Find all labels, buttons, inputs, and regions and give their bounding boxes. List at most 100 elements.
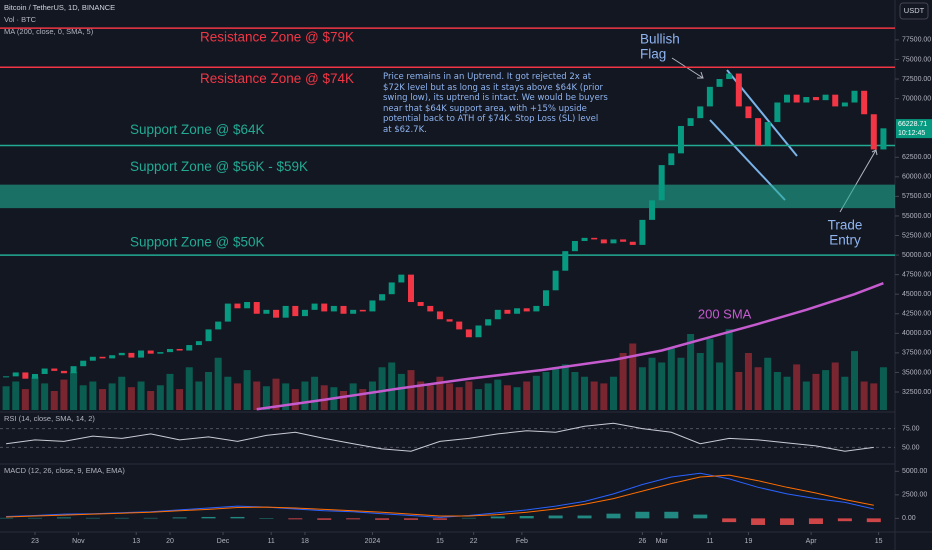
candle-body — [465, 329, 472, 338]
candle-body — [504, 309, 511, 314]
volume-bar — [455, 387, 463, 410]
x-tick-label: 15 — [875, 538, 883, 545]
candle-body — [639, 219, 646, 245]
candle-body — [22, 372, 29, 379]
volume-bar — [725, 329, 733, 410]
volume-bar — [764, 357, 772, 410]
macd-histogram-bar — [780, 518, 795, 525]
volume-bar — [388, 362, 396, 410]
candle-body — [282, 305, 289, 318]
volume-bar — [571, 372, 579, 410]
macd-tick-label: 5000.00 — [902, 468, 927, 475]
candle-body — [784, 94, 791, 103]
volume-bar — [879, 367, 887, 410]
volume-bar — [735, 372, 743, 410]
volume-bar — [677, 357, 685, 410]
candle-body — [128, 352, 135, 358]
volume-bar — [233, 383, 241, 410]
candle-body — [793, 94, 800, 103]
volume-bar — [773, 372, 781, 410]
volume-bar — [870, 383, 878, 410]
macd-histogram-bar — [346, 518, 361, 520]
volume-bar — [619, 353, 627, 410]
candle-body — [138, 350, 145, 358]
candle-body — [591, 237, 598, 240]
y-tick-label: 40000.00 — [902, 330, 931, 337]
candle-body — [456, 321, 463, 330]
candle-body — [369, 300, 376, 312]
volume-bar — [147, 391, 155, 410]
candle-body — [629, 241, 636, 245]
candle-body — [340, 305, 347, 314]
y-tick-label: 75000.00 — [902, 56, 931, 63]
volume-bar — [50, 391, 58, 410]
candle-body — [41, 368, 48, 375]
volume-bar — [98, 389, 106, 410]
candle-body — [186, 345, 193, 351]
candle-body — [668, 153, 675, 166]
volume-bar — [754, 367, 762, 410]
macd-histogram-bar — [85, 517, 100, 519]
volume-bar — [272, 378, 280, 410]
volume-bar — [311, 376, 319, 410]
macd-tick-label: 2500.00 — [902, 492, 927, 499]
volume-bar — [108, 383, 116, 410]
candle-body — [687, 118, 694, 126]
volume-bar — [60, 379, 68, 410]
volume-bar — [658, 362, 666, 410]
volume-bar — [378, 367, 386, 410]
candle-body — [726, 73, 733, 80]
currency-box[interactable] — [899, 2, 929, 20]
volume-bar — [195, 381, 203, 410]
macd-histogram-bar — [461, 517, 476, 519]
volume-bar — [744, 353, 752, 410]
candle-body — [263, 309, 270, 314]
volume-bar — [532, 375, 540, 410]
x-tick-label: 11 — [706, 538, 713, 545]
candle-body — [99, 356, 106, 359]
macd-signal — [6, 474, 874, 518]
candle-body — [880, 128, 887, 150]
volume-bar — [706, 338, 714, 410]
volume-bar — [426, 385, 434, 410]
macd-histogram-bar — [548, 515, 563, 519]
y-tick-label: 57500.00 — [902, 193, 931, 200]
candle-body — [514, 308, 521, 314]
candle-body — [542, 290, 549, 306]
volume-bar — [609, 376, 617, 410]
candle-body — [12, 372, 19, 377]
candle-body — [166, 348, 173, 353]
volume-bar — [474, 389, 482, 410]
volume-bar — [340, 391, 348, 410]
volume-bar — [368, 381, 376, 410]
candle-body — [446, 319, 453, 322]
candle-body — [89, 356, 96, 361]
volume-bar — [291, 389, 299, 410]
candle-body — [70, 366, 77, 374]
volume-bar — [31, 376, 39, 410]
zone-label: Support Zone @ $64K — [130, 122, 265, 137]
macd-histogram-bar — [404, 518, 419, 520]
candle-body — [677, 125, 684, 154]
candle-body — [861, 90, 868, 115]
candle-body — [321, 303, 328, 312]
candle-body — [812, 97, 819, 101]
volume-bar — [118, 376, 126, 410]
macd-histogram-bar — [317, 518, 332, 520]
currency[interactable]: USDT — [904, 6, 925, 15]
y-tick-label: 62500.00 — [902, 154, 931, 161]
volume-bar — [860, 381, 868, 410]
x-tick-label: Feb — [516, 538, 528, 545]
candle-body — [436, 311, 443, 320]
y-tick-label: 70000.00 — [902, 95, 931, 102]
y-tick-label: 60000.00 — [902, 174, 931, 181]
volume-bar — [590, 381, 598, 410]
candle-body — [523, 308, 530, 312]
x-tick-label: 23 — [31, 538, 39, 545]
entry-label: Trade — [828, 218, 863, 233]
candle-body — [841, 102, 848, 107]
volume-bar — [397, 373, 405, 410]
x-tick-label: Dec — [217, 538, 230, 545]
volume-bar — [407, 370, 415, 410]
